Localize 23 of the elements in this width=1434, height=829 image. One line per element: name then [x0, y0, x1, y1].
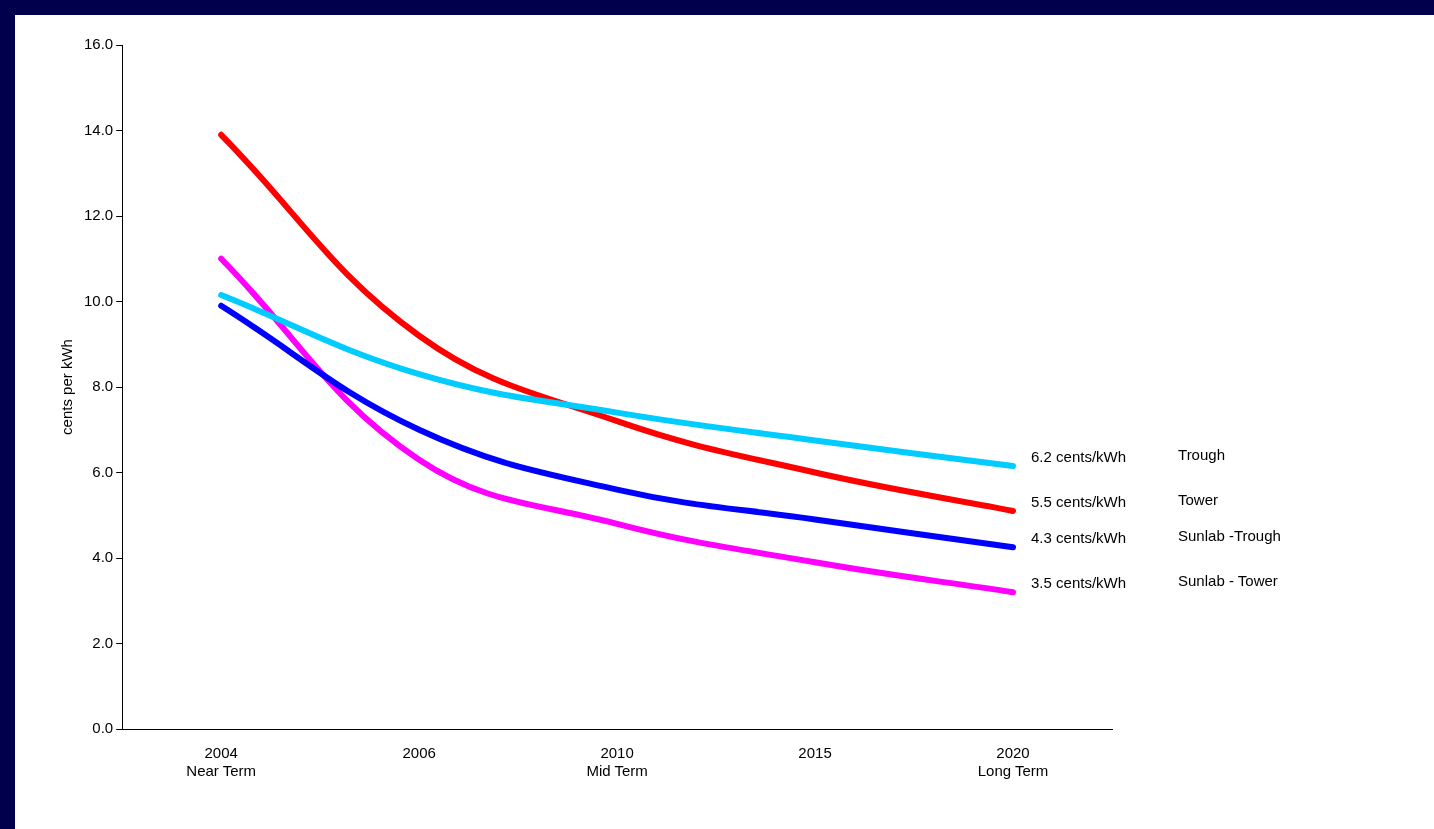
- y-tick-label: 16.0: [83, 35, 114, 53]
- y-tick-label: 14.0: [83, 120, 114, 138]
- x-tick-label: 2010 Mid Term: [586, 744, 648, 780]
- text: Sunlab -Trough: [1178, 527, 1281, 545]
- y-tick-label: 8.0: [92, 377, 114, 395]
- y-tick-label: 0.0: [92, 719, 114, 737]
- text: Trough: [1178, 446, 1225, 464]
- annotation: 4.3 cents/kWh: [1031, 529, 1127, 547]
- x-tick-label: 2006: [402, 744, 436, 762]
- annotation: 3.5 cents/kWh: [1031, 574, 1127, 592]
- x-tick-label: 2004 Near Term: [186, 744, 257, 780]
- annotation: 6.2 cents/kWh: [1031, 448, 1127, 466]
- y-tick-label: 10.0: [83, 291, 114, 309]
- y-tick-label: 2.0: [92, 633, 114, 651]
- y-tick-label: 6.0: [92, 462, 114, 480]
- y-tick-label: 12.0: [83, 206, 114, 224]
- text: Tower: [1178, 491, 1219, 509]
- x-tick-label: 2020 Long Term: [977, 744, 1049, 780]
- text: Sunlab - Tower: [1178, 572, 1278, 590]
- x-tick-label: 2015: [798, 744, 832, 762]
- y-tick-label: 4.0: [92, 548, 114, 566]
- y-axis-title: cents per kWh: [58, 339, 76, 435]
- annotation: 5.5 cents/kWh: [1031, 493, 1127, 511]
